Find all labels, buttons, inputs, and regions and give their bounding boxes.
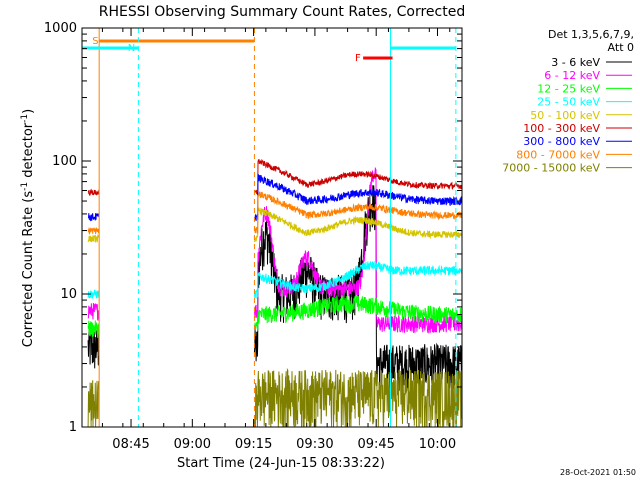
legend-label-9: 7000 - 15000 keV xyxy=(502,162,600,175)
flag-label-f: F xyxy=(355,53,361,64)
series-line-4 xyxy=(87,260,463,299)
plot-frame xyxy=(81,27,463,428)
footer-date: 28-Oct-2021 01:50 xyxy=(560,468,636,477)
legend-label-7: 300 - 800 keV xyxy=(523,135,600,148)
legend-label-6: 100 - 300 keV xyxy=(523,122,600,135)
series-line-5 xyxy=(87,206,463,243)
series-line-7 xyxy=(87,173,463,222)
legend-header-detectors: Det 1,3,5,6,7,9, xyxy=(548,28,634,41)
flag-label-s: S xyxy=(92,36,98,47)
flag-label-n: N xyxy=(128,43,135,54)
legend-label-1: 3 - 6 keV xyxy=(551,56,600,69)
x-tick-label-1: 08:45 xyxy=(112,437,149,452)
legend-label-5: 50 - 100 keV xyxy=(530,109,600,122)
series-line-9 xyxy=(87,367,463,428)
x-tick-label-5: 09:45 xyxy=(357,437,394,452)
legend-label-8: 800 - 7000 keV xyxy=(516,148,600,161)
flag-layer: S N F xyxy=(82,28,457,427)
chart-title: RHESSI Observing Summary Count Rates, Co… xyxy=(99,4,465,20)
y-axis-label-sup-1: -1 xyxy=(20,182,30,191)
axis-layer: 08:45 09:00 09:15 09:30 09:45 10:00 1 10 100 1000 xyxy=(44,21,462,452)
x-tick-label-2: 09:00 xyxy=(174,437,211,452)
y-axis-label: Corrected Count Rate (s-1 detector-1) xyxy=(20,109,36,347)
series-line-3 xyxy=(87,294,463,338)
legend-header-attenuator: Att 0 xyxy=(608,41,634,54)
series-layer xyxy=(87,159,463,428)
x-axis-label: Start Time (24-Jun-15 08:33:22) xyxy=(177,456,385,471)
x-tick-label-4: 09:30 xyxy=(296,437,333,452)
y-tick-label-1: 1 xyxy=(69,420,77,435)
y-tick-label-4: 1000 xyxy=(44,21,77,36)
series-line-8 xyxy=(87,191,463,235)
series-line-6 xyxy=(87,159,463,197)
y-axis-label-part-1: Corrected Count Rate (s xyxy=(21,191,36,348)
x-tick-label-3: 09:15 xyxy=(235,437,272,452)
y-axis-label-part-3: ) xyxy=(21,109,36,114)
legend-label-4: 25 - 50 keV xyxy=(537,96,600,109)
legend-label-2: 6 - 12 keV xyxy=(544,69,600,82)
y-tick-label-3: 100 xyxy=(52,154,77,169)
y-tick-label-2: 10 xyxy=(60,287,77,302)
legend-label-3: 12 - 25 keV xyxy=(537,82,600,95)
y-axis-label-part-2: detector xyxy=(21,122,36,182)
y-axis-label-sup-2: -1 xyxy=(20,114,30,123)
x-tick-label-6: 10:00 xyxy=(419,437,456,452)
